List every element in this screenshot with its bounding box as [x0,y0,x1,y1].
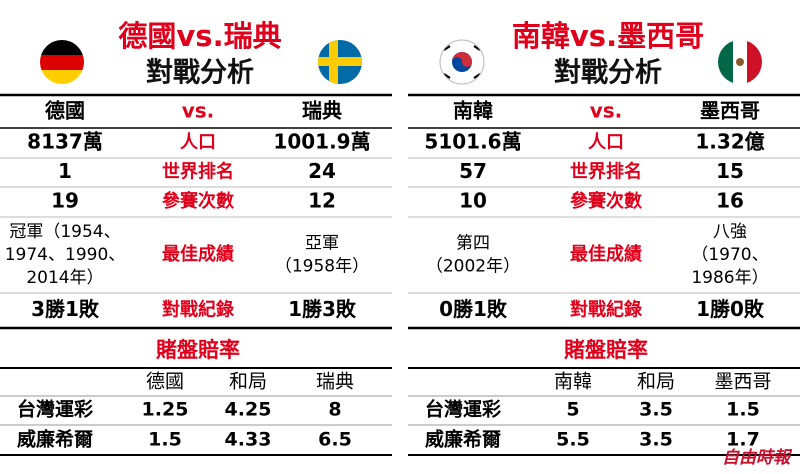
table-cell: 57 [459,159,487,183]
odds-value: 5.5 [556,429,590,451]
table-cell: 24 [308,159,336,183]
table-cell: 5101.6萬 [424,130,521,154]
odds-header: 南韓 [554,371,592,393]
table-cell: 1勝3敗 [288,297,357,321]
odds-title: 賭盤賠率 [156,338,240,362]
panel-title: 南韓vs.墨西哥 [512,19,704,53]
row-label: 最佳成績 [162,243,234,265]
odds-header: 和局 [229,371,267,393]
table-cell: （1970、 [691,245,768,265]
row-label: 世界排名 [162,161,234,183]
table-cell: 8137萬 [27,130,103,154]
table-cell: 1986年） [691,268,768,288]
odds-title: 賭盤賠率 [564,338,648,362]
panel-title: 德國vs.瑞典 [118,19,281,53]
table-cell: 冠軍（1954、 [9,222,120,242]
table-cell: 1001.9萬 [273,130,370,154]
row-label: 人口 [180,132,216,153]
odds-header: 和局 [637,371,675,393]
table-cell: 12 [308,189,336,213]
table-cell: 16 [716,189,744,213]
row-label: 人口 [588,132,624,153]
panel-subtitle: 對戰分析 [554,58,662,89]
table-cell: 10 [459,189,487,213]
table-cell: 15 [716,159,744,183]
flag-germany [40,40,84,84]
row-label: 對戰紀錄 [570,299,642,321]
table-cell: 1974、1990、 [5,245,126,265]
odds-value: 1.5 [148,429,182,451]
flag-sweden [318,40,362,84]
panel-gap [396,88,408,458]
odds-row-label: 威廉希爾 [425,428,501,451]
table-cell: 2014年） [26,268,103,288]
odds-value: 1.25 [142,399,189,421]
odds-header: 墨西哥 [714,371,771,393]
table-cell: 0勝1敗 [439,297,508,321]
flag-mexico [718,40,762,84]
odds-value: 4.25 [225,399,272,421]
row-label: 參賽次數 [570,190,642,212]
table-header: vs. [182,99,215,123]
odds-row-label: 台灣運彩 [425,398,501,421]
table-header: 南韓 [453,99,493,123]
table-cell: 八強 [713,222,747,242]
flag-korea [440,40,484,84]
table-header: 瑞典 [302,99,342,123]
odds-value: 8 [328,399,341,421]
odds-row-label: 威廉希爾 [17,428,93,451]
table-cell: 1 [58,159,72,183]
flag-border [439,39,485,85]
odds-header: 德國 [146,371,184,393]
table-cell: 3勝1敗 [31,297,100,321]
row-label: 對戰紀錄 [162,299,234,321]
odds-value: 5 [566,399,579,421]
table-cell: 19 [51,189,79,213]
odds-value: 3.5 [639,399,673,421]
table-cell: （2002年） [426,257,520,277]
odds-value: 4.33 [225,429,272,451]
watermark: 自由時報 [722,448,793,468]
panel-subtitle: 對戰分析 [146,58,254,89]
odds-header: 瑞典 [316,371,354,393]
table-header: 德國 [45,99,85,123]
table-header: vs. [590,99,623,123]
odds-value: 1.7 [726,429,760,451]
table-cell: （1958年） [275,257,369,277]
odds-value: 3.5 [639,429,673,451]
table-cell: 1.32億 [695,130,764,154]
odds-value: 1.5 [726,399,760,421]
row-label: 最佳成績 [570,243,642,265]
table-cell: 1勝0敗 [696,297,765,321]
table-cell: 亞軍 [305,234,339,254]
odds-value: 6.5 [318,429,352,451]
odds-row-label: 台灣運彩 [17,398,93,421]
table-cell: 第四 [456,234,490,254]
table-header: 墨西哥 [700,99,760,123]
row-label: 世界排名 [570,161,642,183]
row-label: 參賽次數 [162,190,234,212]
